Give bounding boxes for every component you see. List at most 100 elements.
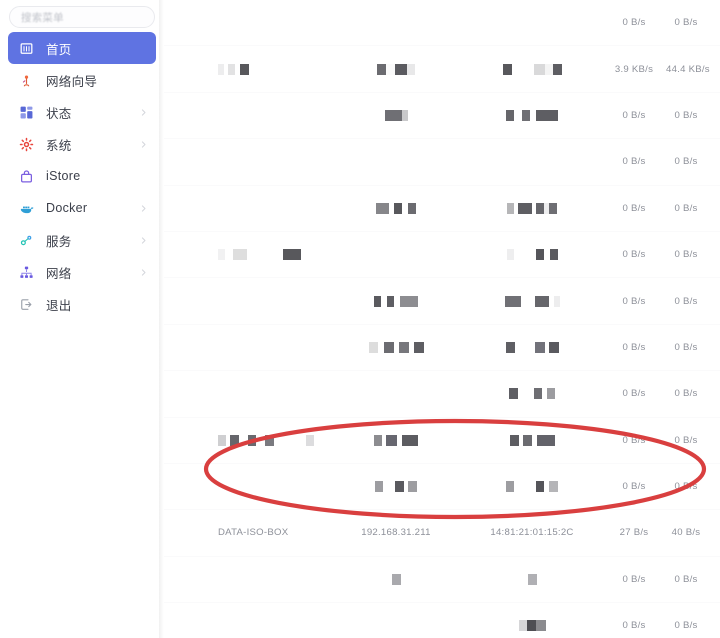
table-row[interactable]: 0 B/s 0 B/s xyxy=(164,139,720,186)
logout-icon xyxy=(18,296,35,313)
cell-device-name xyxy=(182,232,330,277)
table-row[interactable]: 0 B/s 0 B/s xyxy=(164,418,720,464)
download-speed: 0 B/s xyxy=(674,481,698,493)
sidebar-menu: 首页 网络向导 状态系统 iStore Docker 服务网络退出 xyxy=(0,32,164,320)
status-grid-icon xyxy=(18,104,35,121)
redacted-mosaic xyxy=(518,620,546,632)
cell-upload-speed: 27 B/s xyxy=(602,510,666,555)
store-bag-icon xyxy=(18,168,35,185)
redacted-mosaic xyxy=(374,434,418,446)
cell-upload-speed: 0 B/s xyxy=(602,93,666,138)
redacted-mosaic xyxy=(218,63,249,75)
redacted-mosaic xyxy=(504,295,560,307)
upload-speed: 0 B/s xyxy=(622,202,646,214)
table-row[interactable]: DATA-ISO-BOX 192.168.31.211 14:81:21:01:15… xyxy=(164,510,720,557)
table-row[interactable]: 0 B/s 0 B/s xyxy=(164,232,720,279)
cell-upload-speed: 0 B/s xyxy=(602,186,666,231)
home-icon xyxy=(18,40,35,57)
cell-device-name xyxy=(182,418,330,463)
cell-device-name xyxy=(182,278,330,323)
chevron-right-icon xyxy=(139,140,148,149)
cell-device-name: DATA-ISO-BOX xyxy=(182,510,330,555)
cell-upload-speed: 0 B/s xyxy=(602,232,666,277)
cell-device-name xyxy=(182,325,330,370)
sidebar-item-item3[interactable]: 系统 xyxy=(8,128,156,160)
upload-speed: 0 B/s xyxy=(622,388,646,400)
chevron-right-icon xyxy=(139,268,148,277)
redacted-mosaic xyxy=(377,63,415,75)
cell-mac-address xyxy=(462,93,602,138)
redacted-mosaic xyxy=(368,341,424,353)
services-nodes-icon xyxy=(18,232,35,249)
cell-mac-address xyxy=(462,418,602,463)
download-speed: 0 B/s xyxy=(674,620,698,632)
cell-upload-speed: 3.9 KB/s xyxy=(602,46,666,91)
cell-device-name xyxy=(182,603,330,638)
sidebar-item-label: 退出 xyxy=(46,298,72,313)
cell-download-speed: 0 B/s xyxy=(666,186,706,231)
cell-mac-address xyxy=(462,0,602,45)
cell-ip-address xyxy=(330,557,462,602)
cell-device-name xyxy=(182,139,330,184)
search-input[interactable]: 搜索菜单 xyxy=(9,6,155,28)
table-row[interactable]: 0 B/s 0 B/s xyxy=(164,371,720,418)
table-row[interactable]: 0 B/s 0 B/s xyxy=(164,186,720,232)
table-row[interactable]: 0 B/s 0 B/s xyxy=(164,325,720,372)
cell-ip-address xyxy=(330,603,462,638)
cell-mac-address xyxy=(462,232,602,277)
cell-ip-address xyxy=(330,418,462,463)
upload-speed: 3.9 KB/s xyxy=(614,63,654,75)
redacted-mosaic xyxy=(218,249,301,261)
main-content: 0 B/s 0 B/s 3.9 KB/s 44.4 KB/s 0 B/s 0 B/s 0 B… xyxy=(164,0,720,638)
cell-ip-address xyxy=(330,0,462,45)
sidebar-item-item6[interactable]: 服务 xyxy=(8,224,156,256)
sidebar-item-item7[interactable]: 网络 xyxy=(8,256,156,288)
sidebar-item-item2[interactable]: 状态 xyxy=(8,96,156,128)
sidebar-item-label: 服务 xyxy=(46,234,72,249)
sidebar: 搜索菜单 首页 网络向导 状态系统 iStore Docker 服务网络退出 xyxy=(0,0,164,638)
cell-download-speed: 0 B/s xyxy=(666,418,706,463)
upload-speed: 0 B/s xyxy=(622,620,646,632)
sidebar-item-item8[interactable]: 退出 xyxy=(8,288,156,320)
download-speed: 0 B/s xyxy=(674,202,698,214)
sidebar-item-label: 系统 xyxy=(46,138,72,153)
sidebar-item-iStore[interactable]: iStore xyxy=(8,160,156,192)
table-row[interactable]: 0 B/s 0 B/s xyxy=(164,0,720,47)
device-ip: 192.168.31.211 xyxy=(361,527,431,539)
redacted-mosaic xyxy=(509,434,555,446)
table-row[interactable]: 0 B/s 0 B/s xyxy=(164,464,720,511)
redacted-mosaic xyxy=(376,202,416,214)
cell-device-name xyxy=(182,93,330,138)
table-row[interactable]: 0 B/s 0 B/s xyxy=(164,278,720,325)
sidebar-item-item1[interactable]: 网络向导 xyxy=(8,64,156,96)
download-speed: 0 B/s xyxy=(674,434,698,446)
redacted-mosaic xyxy=(502,63,562,75)
cell-device-name xyxy=(182,0,330,45)
cell-mac-address xyxy=(462,139,602,184)
table-row[interactable]: 0 B/s 0 B/s xyxy=(164,557,720,604)
redacted-mosaic xyxy=(391,573,401,585)
download-speed: 44.4 KB/s xyxy=(666,63,710,75)
cell-download-speed: 0 B/s xyxy=(666,464,706,509)
sidebar-item-item0[interactable]: 首页 xyxy=(8,32,156,64)
cell-download-speed: 0 B/s xyxy=(666,93,706,138)
cell-download-speed: 0 B/s xyxy=(666,371,706,416)
download-speed: 0 B/s xyxy=(674,388,698,400)
cell-ip-address xyxy=(330,278,462,323)
cell-upload-speed: 0 B/s xyxy=(602,278,666,323)
download-speed: 0 B/s xyxy=(674,341,698,353)
cell-upload-speed: 0 B/s xyxy=(602,418,666,463)
table-row[interactable]: 3.9 KB/s 44.4 KB/s xyxy=(164,46,720,93)
table-row[interactable]: 0 B/s 0 B/s xyxy=(164,93,720,140)
device-mac: 14:81:21:01:15:2C xyxy=(490,527,574,539)
cell-download-speed: 0 B/s xyxy=(666,603,706,638)
redacted-mosaic xyxy=(509,388,555,400)
table-row[interactable]: 0 B/s 0 B/s xyxy=(164,603,720,638)
cell-upload-speed: 0 B/s xyxy=(602,603,666,638)
network-tree-icon xyxy=(18,264,35,281)
cell-ip-address xyxy=(330,46,462,91)
cell-download-speed: 0 B/s xyxy=(666,325,706,370)
cell-upload-speed: 0 B/s xyxy=(602,464,666,509)
sidebar-item-Docker[interactable]: Docker xyxy=(8,192,156,224)
cell-ip-address xyxy=(330,139,462,184)
